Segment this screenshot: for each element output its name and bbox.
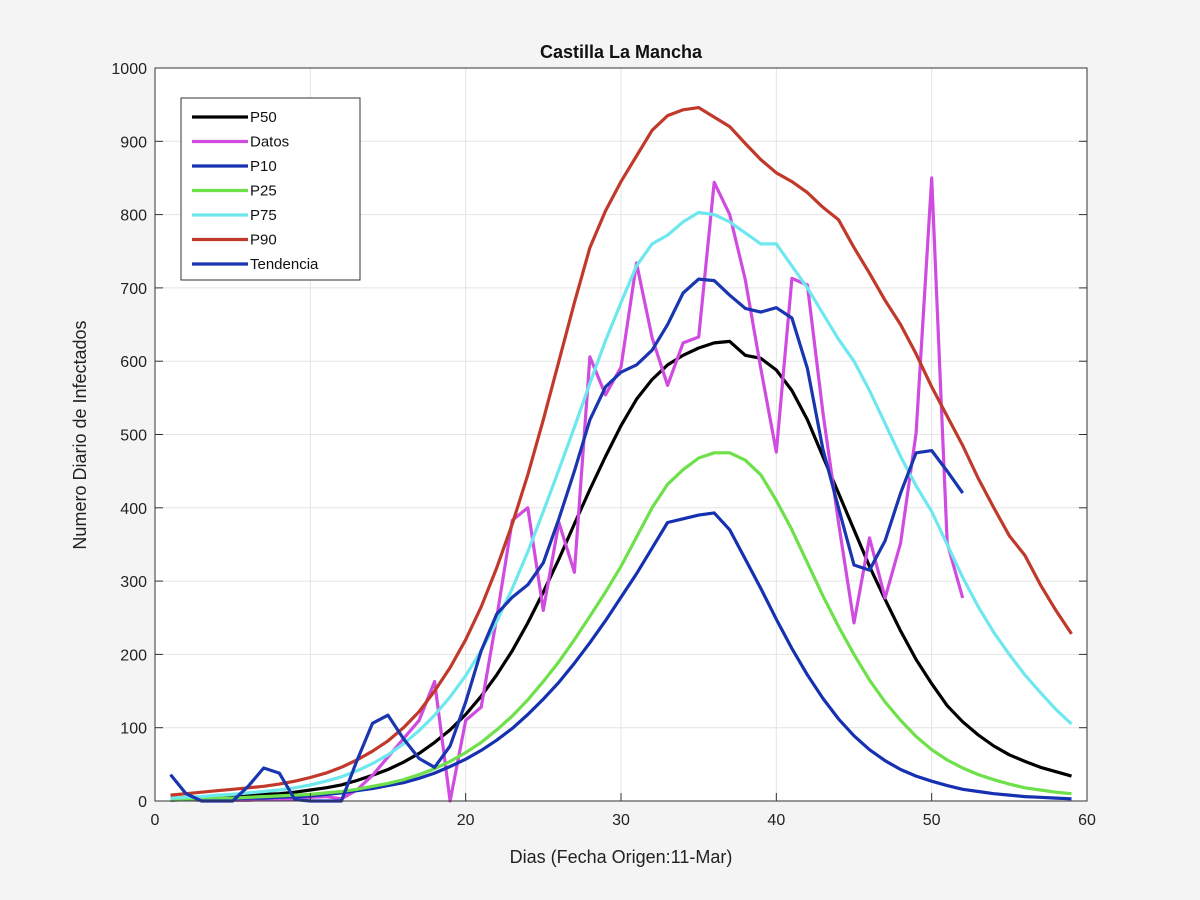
series-lines — [169, 105, 1073, 803]
legend-label-p25: P25 — [250, 183, 277, 200]
series-line-tendencia — [169, 277, 965, 803]
x-tick-label: 60 — [1078, 812, 1096, 829]
legend-label-tendencia: Tendencia — [250, 256, 319, 273]
y-tick-label: 400 — [120, 501, 147, 518]
x-tick-label: 0 — [151, 812, 160, 829]
y-tick-label: 200 — [120, 647, 147, 664]
series-line-p50 — [170, 339, 1072, 801]
legend-label-p50: P50 — [250, 109, 277, 126]
x-tick-label: 20 — [457, 812, 475, 829]
y-tick-label: 900 — [120, 134, 147, 151]
y-axis-label: Numero Diario de Infectados — [70, 320, 90, 549]
y-tick-label: 0 — [138, 794, 147, 811]
series-line-datos — [170, 176, 965, 803]
legend-label-p75: P75 — [250, 207, 277, 224]
x-axis-label: Dias (Fecha Origen:11-Mar) — [510, 847, 733, 867]
legend-label-p10: P10 — [250, 158, 277, 175]
legend: P50 Datos P10 P25 P75 P90 Tendencia — [180, 97, 361, 281]
x-tick-label: 30 — [612, 812, 630, 829]
y-tick-label: 700 — [120, 281, 147, 298]
legend-label-datos: Datos — [250, 134, 289, 151]
series-line-p25 — [170, 451, 1072, 802]
y-tick-label: 600 — [120, 354, 147, 371]
chart-title: Castilla La Mancha — [540, 42, 703, 62]
ticks: 0 10 20 30 40 50 60010020030040050060070080090… — [111, 61, 1096, 829]
y-tick-label: 500 — [120, 428, 147, 445]
series-line-p90 — [170, 105, 1073, 797]
x-tick-label: 50 — [923, 812, 941, 829]
y-tick-label: 300 — [120, 574, 147, 591]
y-tick-label: 100 — [120, 721, 147, 738]
x-tick-label: 10 — [301, 812, 319, 829]
y-tick-label: 800 — [120, 208, 147, 225]
legend-label-p90: P90 — [250, 232, 277, 249]
y-tick-label: 1000 — [111, 61, 147, 78]
x-tick-label: 40 — [767, 812, 785, 829]
series-line-p75 — [170, 210, 1073, 800]
